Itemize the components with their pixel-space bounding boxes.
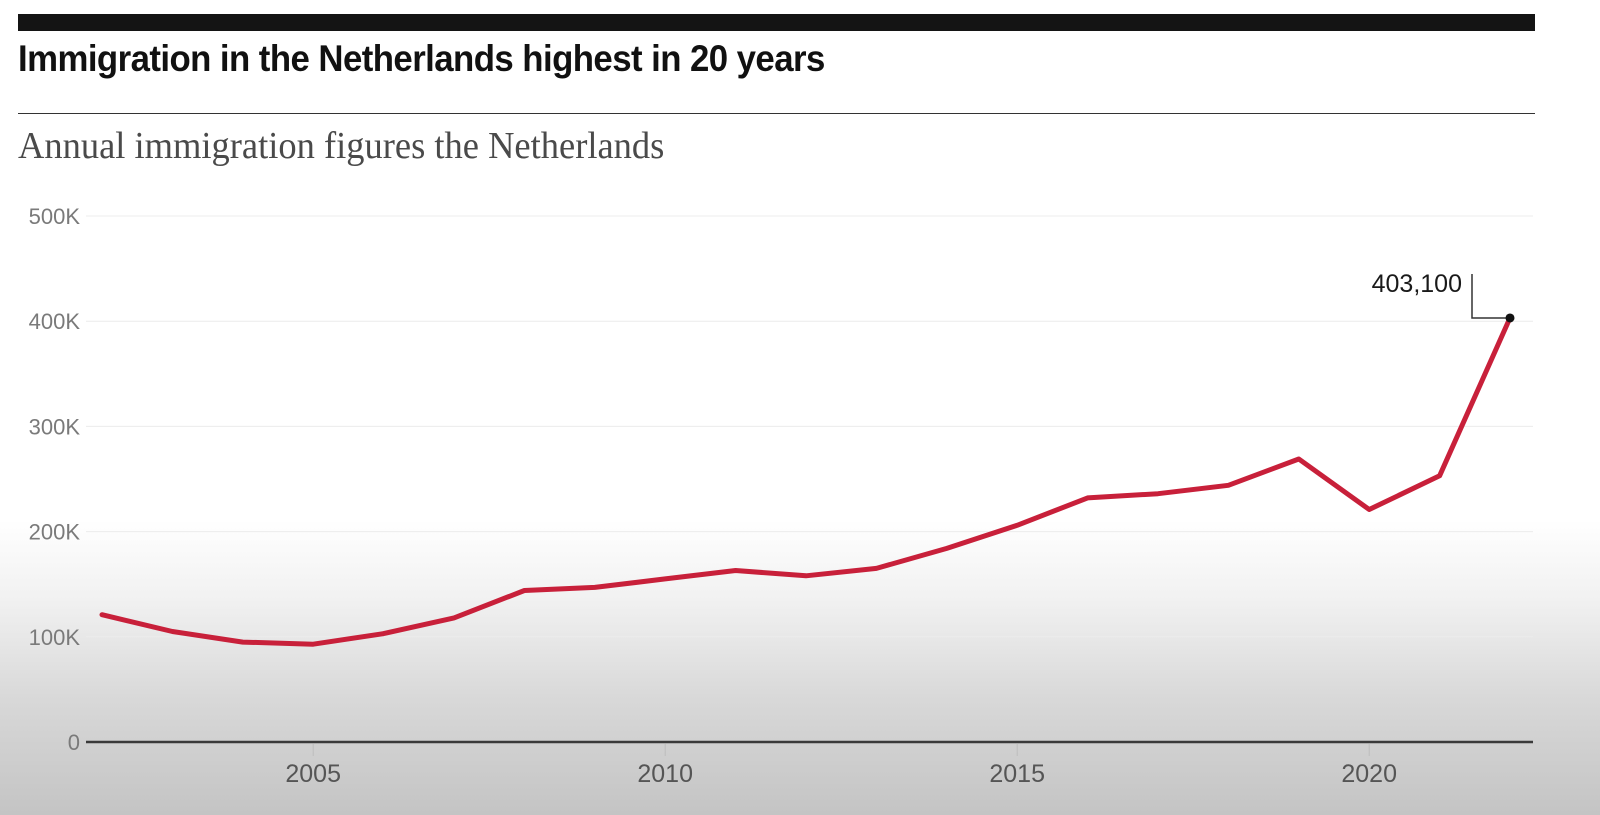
- gridlines: [86, 215, 1533, 638]
- data-point: [663, 576, 668, 581]
- series: [99, 315, 1513, 647]
- y-axis-ticks: 0 100K 200K 300K 400K 500K: [29, 204, 81, 755]
- annotation-marker: [1505, 313, 1515, 323]
- header-divider: [18, 113, 1535, 114]
- x-tick-label: 2015: [989, 760, 1045, 788]
- data-point: [1437, 473, 1442, 478]
- y-tick-label: 300K: [29, 414, 81, 439]
- y-tick-label: 400K: [29, 309, 81, 334]
- x-tick-label: 2005: [285, 760, 341, 788]
- y-tick-label: 200K: [29, 520, 81, 545]
- data-point: [452, 615, 457, 620]
- data-point: [522, 588, 527, 593]
- data-point: [592, 585, 597, 590]
- y-tick-label: 100K: [29, 625, 81, 650]
- series-line: [99, 315, 1513, 647]
- annotation-label: 403,100: [1372, 270, 1462, 298]
- data-point: [1156, 491, 1161, 496]
- annotation-leader-line: [1471, 273, 1510, 319]
- data-point: [100, 612, 105, 617]
- data-point: [1296, 457, 1301, 462]
- data-point: [381, 631, 386, 636]
- data-point: [944, 546, 949, 551]
- data-point: [1015, 523, 1020, 528]
- y-tick-label: 0: [68, 730, 80, 755]
- data-point: [1367, 507, 1372, 512]
- data-point: [311, 642, 316, 647]
- x-axis-ticks: 2005 2010 2015 2020: [285, 744, 1397, 788]
- header-rule-thick: [18, 14, 1535, 31]
- data-point: [804, 573, 809, 578]
- data-point: [1085, 495, 1090, 500]
- data-point: [170, 629, 175, 634]
- data-point: [733, 568, 738, 573]
- chart-title: Immigration in the Netherlands highest i…: [18, 38, 825, 79]
- annotations: 403,100: [1372, 270, 1515, 323]
- x-tick-label: 2020: [1341, 760, 1397, 788]
- data-point: [874, 566, 879, 571]
- x-tick-label: 2010: [637, 760, 693, 788]
- data-point: [1226, 483, 1231, 488]
- chart-subtitle: Annual immigration figures the Netherlan…: [18, 125, 665, 167]
- y-tick-label: 500K: [29, 204, 81, 229]
- data-point: [240, 640, 245, 645]
